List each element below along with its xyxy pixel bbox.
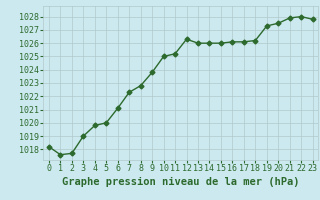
X-axis label: Graphe pression niveau de la mer (hPa): Graphe pression niveau de la mer (hPa) <box>62 177 300 187</box>
